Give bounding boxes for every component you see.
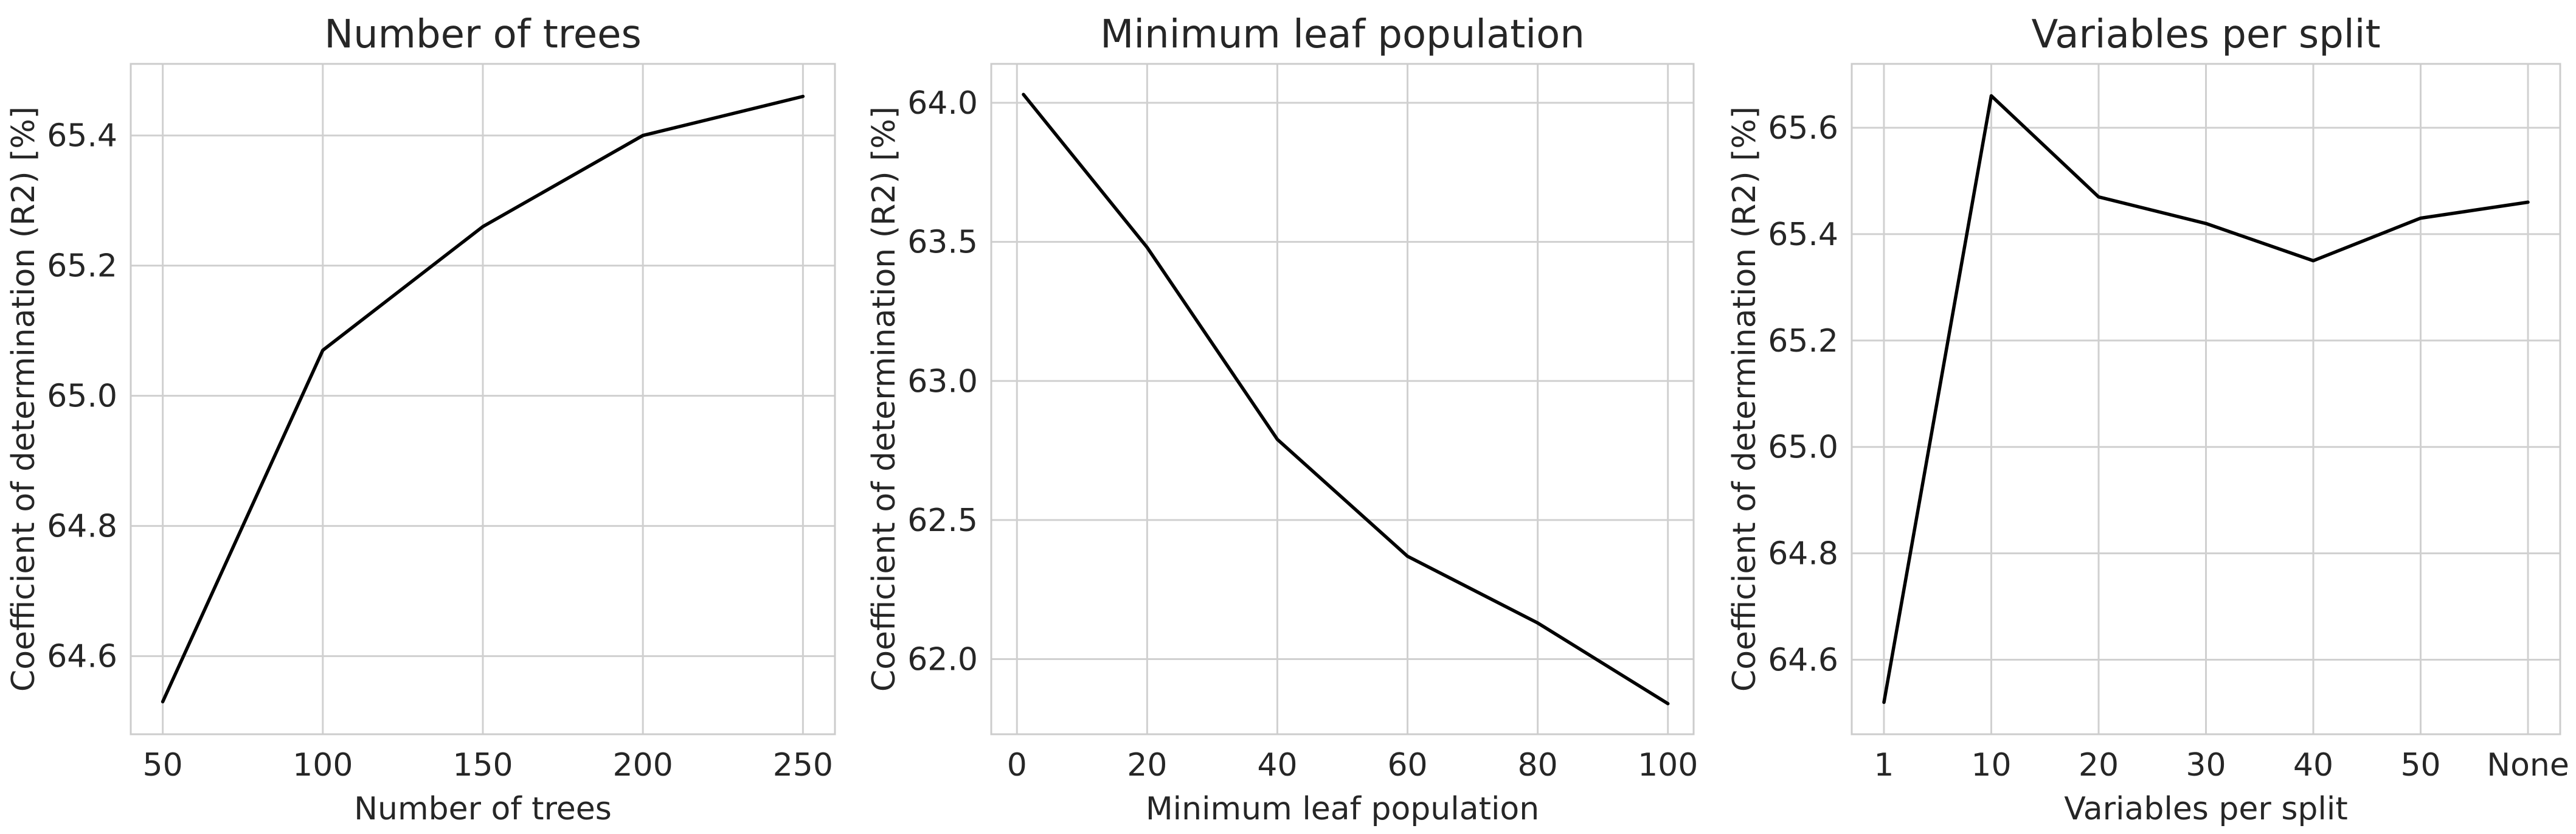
plot-frame [130, 63, 836, 735]
y-axis-label: Coefficient of determination (R2) [%] [5, 106, 42, 692]
x-axis-label: Number of trees [354, 791, 612, 827]
plot-frame [990, 63, 1695, 735]
x-tick-label: 80 [1518, 747, 1558, 784]
y-axis-label: Coefficient of determination (R2) [%] [866, 106, 902, 692]
y-tick-label: 62.0 [907, 642, 978, 678]
y-tick-label: 65.4 [47, 118, 117, 155]
y-tick-label: 65.0 [1768, 429, 1838, 466]
y-tick-label: 64.8 [1768, 536, 1838, 572]
x-tick-label: 200 [613, 747, 673, 784]
chart-title: Variables per split [2031, 12, 2380, 57]
x-tick-label: 1 [1874, 747, 1894, 784]
x-tick-label: 250 [773, 747, 833, 784]
y-tick-label: 65.2 [47, 248, 117, 285]
y-tick-label: 64.0 [907, 85, 978, 122]
x-tick-label: 50 [2400, 747, 2440, 784]
y-tick-label: 65.6 [1768, 110, 1838, 147]
series-line [1022, 92, 1670, 706]
y-tick-label: 64.6 [47, 639, 117, 675]
x-tick-label: 20 [1127, 747, 1167, 784]
x-tick-label: 10 [1971, 747, 2011, 784]
y-axis-label: Coefficient of determination (R2) [%] [1726, 106, 1763, 692]
x-tick-label: 40 [2293, 747, 2333, 784]
y-tick-label: 62.5 [907, 502, 978, 539]
x-tick-label: 150 [452, 747, 513, 784]
chart-title: Minimum leaf population [1100, 12, 1585, 57]
chart-panel-2: 0 20 40 60 80 100 62.0 62.5 63.0 63.5 64.0 Minimum … [866, 12, 1698, 827]
x-axis-label: Variables per split [2064, 791, 2347, 827]
x-tick-label: 40 [1257, 747, 1297, 784]
chart-panel-3: 1 10 20 30 40 50 None 64.6 64.8 65.0 65.2 65.4 65.6 V… [1726, 12, 2569, 827]
chart-panel-1: 50 100 150 200 250 64.6 64.8 65.0 65.2 65.4 Number… [5, 12, 836, 827]
x-tick-label: 60 [1387, 747, 1427, 784]
x-tick-label: None [2487, 747, 2569, 784]
x-tick-label: 30 [2186, 747, 2226, 784]
x-tick-label: 0 [1007, 747, 1027, 784]
y-tick-label: 65.2 [1768, 323, 1838, 360]
y-tick-label: 64.6 [1768, 642, 1838, 679]
x-tick-label: 100 [1638, 747, 1698, 784]
y-tick-label: 65.4 [1768, 217, 1838, 253]
y-tick-label: 63.0 [907, 363, 978, 400]
series-line [161, 94, 805, 704]
x-tick-label: 50 [143, 747, 183, 784]
series-line [1882, 94, 2530, 704]
x-axis-label: Minimum leaf population [1146, 791, 1539, 827]
x-tick-label: 100 [293, 747, 353, 784]
x-tick-label: 20 [2079, 747, 2119, 784]
y-tick-label: 64.8 [47, 509, 117, 545]
chart-title: Number of trees [324, 12, 642, 57]
y-tick-label: 63.5 [907, 224, 978, 261]
y-tick-label: 65.0 [47, 378, 117, 415]
plot-frame [1851, 63, 2561, 735]
